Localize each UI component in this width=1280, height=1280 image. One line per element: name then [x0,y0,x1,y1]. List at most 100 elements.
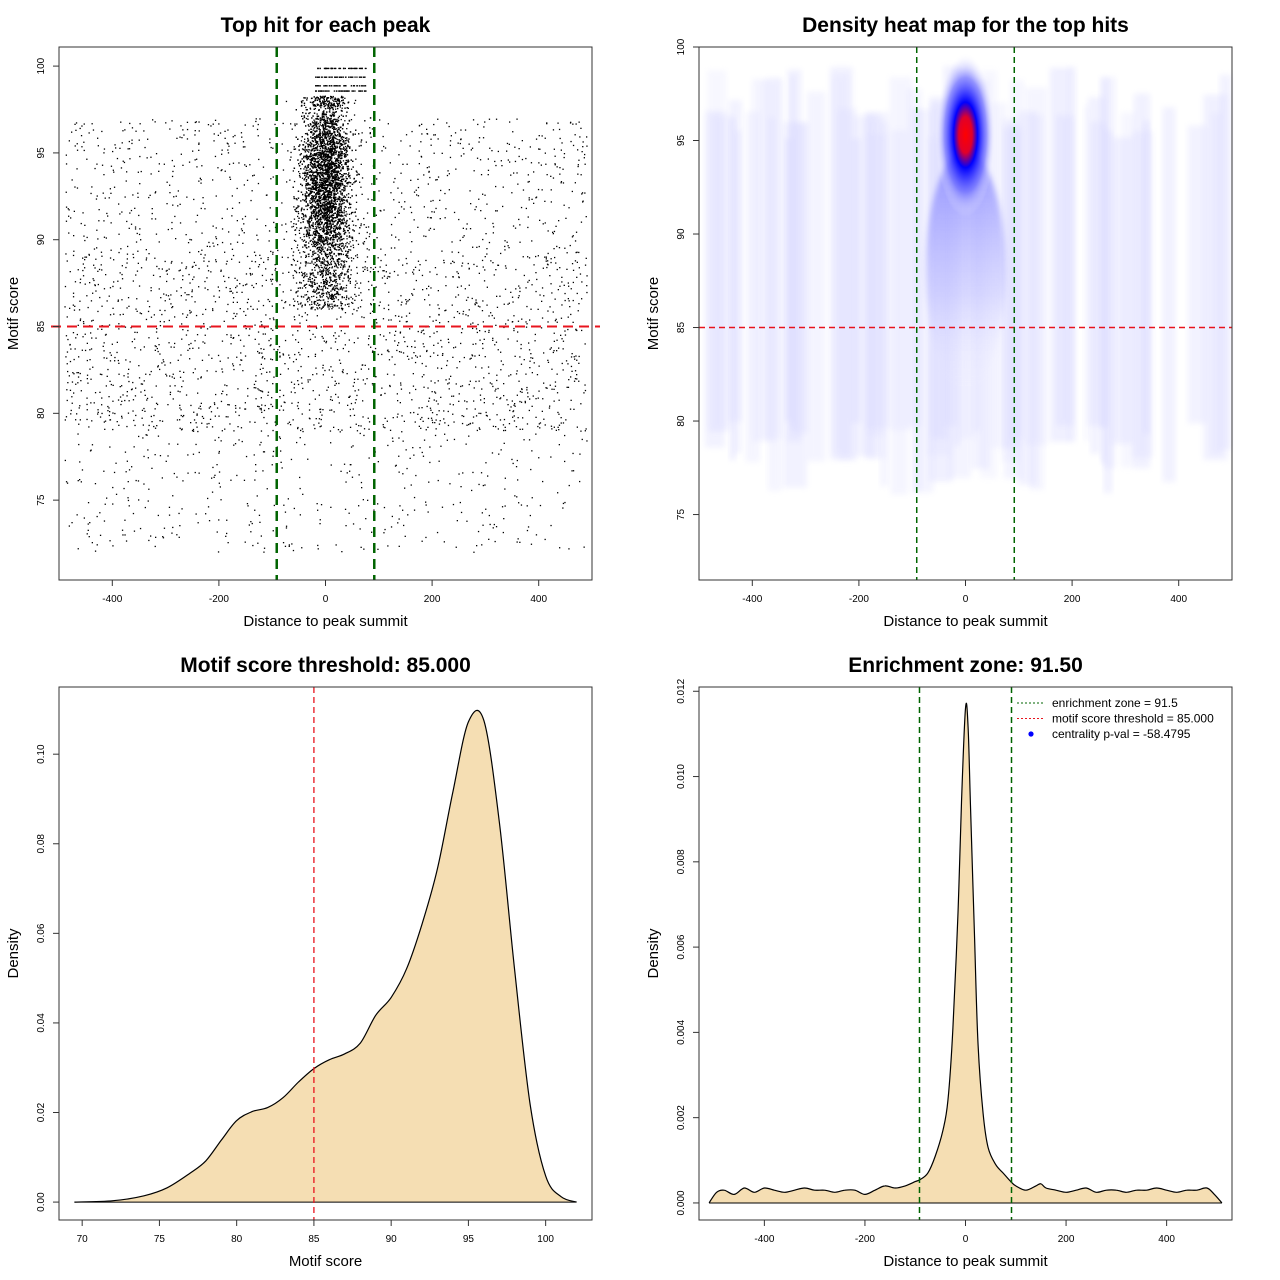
scatter-point [434,134,436,136]
scatter-point [81,469,84,471]
scatter-point [431,412,434,414]
scatter-point [314,165,316,167]
scatter-point [535,433,537,435]
scatter-point [375,286,377,288]
scatter-point [241,440,243,443]
scatter-point [548,407,551,409]
scatter-point [96,515,98,518]
scatter-point [358,145,360,147]
scatter-panel: Top hit for each peak Distance to peak s… [5,14,600,630]
scatter-point [236,187,238,190]
scatter-point [213,476,215,478]
scatter-point [344,143,346,145]
scatter-point [442,353,444,355]
scatter-point [217,286,219,288]
scatter-point [405,449,407,451]
scatter-point [307,148,309,151]
scatter-point [488,241,491,244]
scatter-point [445,208,447,210]
scatter-point [503,518,505,520]
scatter-point [177,443,179,445]
scatter-point [528,349,531,351]
scatter-point [507,338,509,340]
scatter-point [571,470,573,472]
scatter-point [221,241,224,244]
scatter-point [249,267,251,270]
scatter-point [173,346,175,348]
scatter-point [433,344,435,346]
scatter-point [479,339,481,341]
scatter-point [495,118,498,120]
scatter-point [288,271,290,273]
scatter-point [260,257,262,260]
scatter-point [161,268,163,270]
scatter-point [347,183,349,185]
scatter-point [321,152,324,154]
scatter-point [88,132,90,134]
scatter-point [466,520,468,522]
scatter-point [418,269,420,271]
scatter-point [584,384,586,386]
scatter-point [512,416,514,418]
scatter-point [583,546,585,548]
scatter-point [390,223,393,226]
scatter-point [428,285,430,287]
scatter-point [245,273,248,275]
scatter-point [104,503,106,505]
scatter-point [380,394,382,396]
scatter-point [287,498,289,500]
scatter-point [340,470,342,472]
scatter-point [251,522,253,525]
scatter-point [421,376,423,378]
scatter-point [356,430,359,432]
scatter-point [553,340,555,342]
scatter-point [576,329,578,332]
scatter-point [119,272,121,274]
scatter-point [449,144,451,147]
scatter-point [561,338,563,340]
scatter-point [246,283,248,285]
scatter-point [204,334,206,336]
scatter-point [460,138,462,141]
scatter-point [293,146,295,148]
scatter-point [347,404,349,406]
scatter-point [198,251,200,253]
scatter-point [68,140,70,142]
scatter-point [494,160,496,163]
scatter-point [106,375,108,377]
scatter-point [535,416,537,418]
scatter-point [515,268,517,271]
scatter-point [319,519,321,521]
scatter-point [221,340,224,342]
scatter-point [217,167,219,169]
scatter-point [428,294,430,296]
scatter-point [68,209,70,211]
scatter-point [256,218,258,220]
scatter-point [556,245,558,248]
scatter-point [138,435,140,438]
scatter-point [371,284,373,286]
scatter-point [554,320,557,322]
scatter-point [480,412,482,415]
scatter-point [191,296,193,298]
scatter-point [541,287,544,289]
scatter-point [398,259,400,261]
scatter-point [227,152,230,154]
scatter-point [295,358,297,361]
scatter-point [559,173,561,175]
scatter-point [257,123,259,126]
scatter-point [572,470,575,472]
scatter-point [238,261,241,263]
scatter-point [87,523,89,525]
scatter-point [101,397,103,399]
scatter-point [440,396,442,398]
scatter-point [261,324,263,326]
scatter-point [545,387,547,389]
scatter-point [526,423,529,425]
scatter-point [561,304,563,306]
scatter-point [324,369,326,372]
scatter-point [429,407,432,409]
scatter-point [300,365,302,368]
scatter-point [156,403,159,406]
scatter-point [188,161,191,163]
